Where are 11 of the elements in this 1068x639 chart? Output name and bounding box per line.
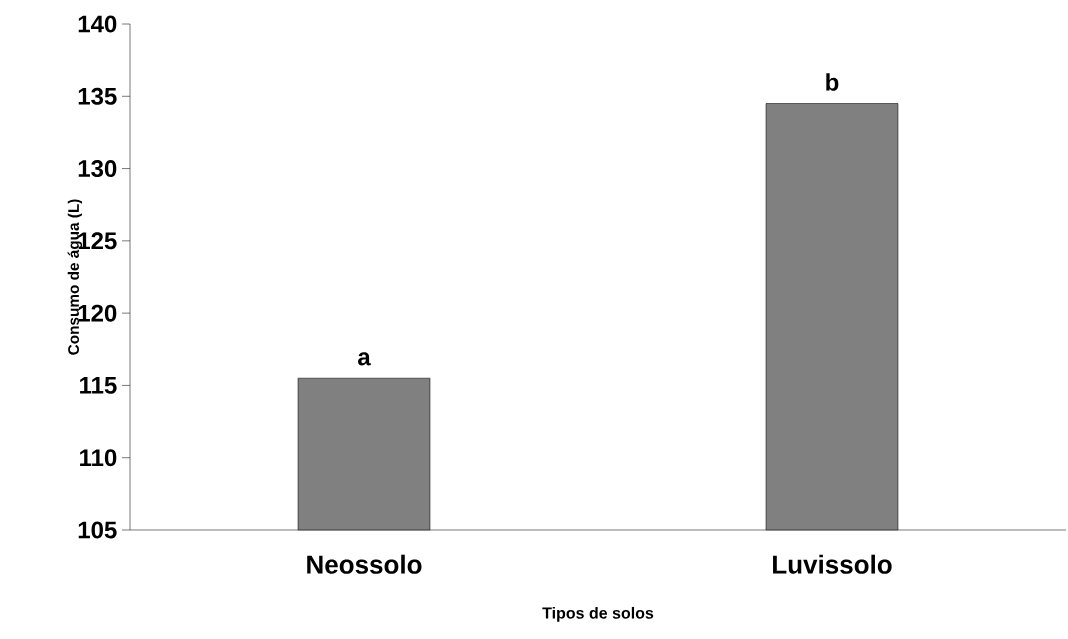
y-tick-label: 115 <box>80 377 117 394</box>
annotation: b <box>826 73 839 91</box>
x-axis-title: Tipos de solos <box>542 606 654 622</box>
y-tick-label: 110 <box>80 449 117 467</box>
x-tick-label: Luvissolo <box>773 554 892 574</box>
x-tick-label: Neossolo <box>307 554 422 574</box>
y-tick-label: 140 <box>78 15 117 33</box>
annotation: a <box>358 352 371 366</box>
y-tick-label: 105 <box>78 521 117 539</box>
y-tick-label: 135 <box>78 87 117 105</box>
y-tick-label: 130 <box>78 160 117 178</box>
